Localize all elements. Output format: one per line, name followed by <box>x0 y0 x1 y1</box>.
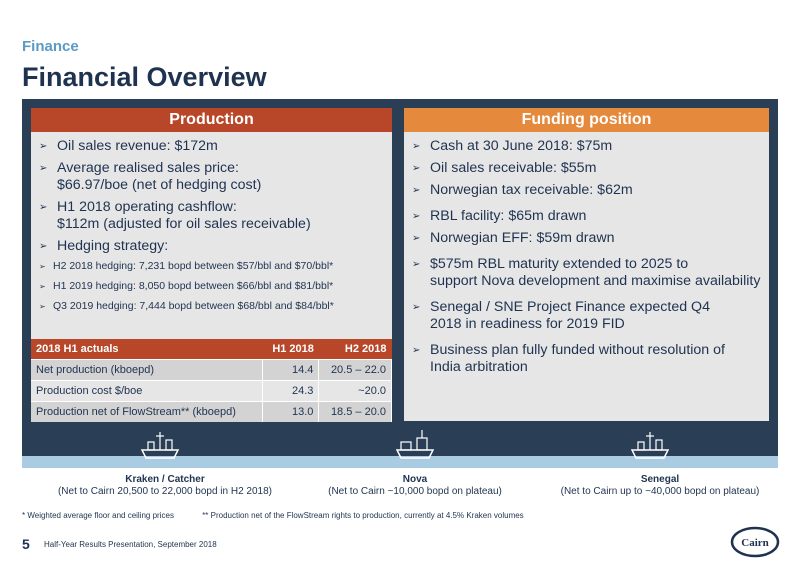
production-bullet: Average realised sales price:$66.97/boe … <box>39 160 384 194</box>
table-cell: 20.5 – 22.0 <box>318 358 392 380</box>
table-row: Production cost $/boe 24.3 ~20.0 <box>31 379 392 401</box>
footnote: * Weighted average floor and ceiling pri… <box>22 511 174 520</box>
table-row: Production net of FlowStream** (kboepd) … <box>31 400 392 422</box>
table-header: H1 2018 <box>262 339 319 359</box>
main-frame: Production Oil sales revenue: $172m Aver… <box>22 99 778 435</box>
production-bullet: Hedging strategy: <box>39 238 384 255</box>
hedging-item: H2 2018 hedging: 7,231 bopd between $57/… <box>39 260 384 273</box>
table-cell: 14.4 <box>262 358 320 380</box>
production-panel: Production Oil sales revenue: $172m Aver… <box>31 108 392 422</box>
funding-bullet: Senegal / SNE Project Finance expected Q… <box>412 299 761 333</box>
funding-bullet: Oil sales receivable: $55m <box>412 160 761 177</box>
svg-text:Cairn: Cairn <box>741 537 769 549</box>
production-bullet: Oil sales revenue: $172m <box>39 138 384 155</box>
location-detail: (Net to Cairn up to ~40,000 bopd on plat… <box>560 486 760 497</box>
table-cell: 13.0 <box>262 400 320 422</box>
funding-bullet: RBL facility: $65m drawn <box>412 208 761 225</box>
location-kraken: Kraken / Catcher (Net to Cairn 20,500 to… <box>40 474 290 498</box>
location-detail: (Net to Cairn 20,500 to 22,000 bopd in H… <box>57 486 273 497</box>
funding-bullet: $575m RBL maturity extended to 2025 tosu… <box>412 256 761 290</box>
production-bullets: Oil sales revenue: $172m Average realise… <box>31 132 392 313</box>
section-label: Finance <box>22 38 79 55</box>
location-name: Kraken / Catcher <box>125 474 205 485</box>
table-header: 2018 H1 actuals <box>31 339 263 359</box>
actuals-table: 2018 H1 actuals H1 2018 H2 2018 Net prod… <box>31 339 392 422</box>
location-senegal: Senegal (Net to Cairn up to ~40,000 bopd… <box>540 474 780 498</box>
table-row: Net production (kboepd) 14.4 20.5 – 22.0 <box>31 358 392 380</box>
production-bullet: H1 2018 operating cashflow:$112m (adjust… <box>39 199 384 233</box>
location-name: Nova <box>402 474 428 485</box>
location-name: Senegal <box>640 474 680 485</box>
hedging-item: H1 2019 hedging: 8,050 bopd between $66/… <box>39 280 384 293</box>
table-cell: 18.5 – 20.0 <box>318 400 392 422</box>
sea-band-top <box>22 435 778 456</box>
funding-bullet: Cash at 30 June 2018: $75m <box>412 138 761 155</box>
page-title: Financial Overview <box>22 62 267 92</box>
table-cell: 24.3 <box>262 379 320 401</box>
sea-band <box>22 456 778 468</box>
production-header: Production <box>31 108 392 132</box>
funding-panel: Funding position Cash at 30 June 2018: $… <box>404 108 769 421</box>
location-detail: (Net to Cairn ~10,000 bopd on plateau) <box>328 486 502 497</box>
platform-ship-icon <box>395 430 435 459</box>
funding-bullet: Norwegian tax receivable: $62m <box>412 182 761 199</box>
footer-text: Half-Year Results Presentation, Septembe… <box>44 540 217 549</box>
page-number: 5 <box>22 536 30 552</box>
funding-bullet: Norwegian EFF: $59m drawn <box>412 230 761 247</box>
fpso-ship-icon <box>630 432 670 459</box>
location-nova: Nova (Net to Cairn ~10,000 bopd on plate… <box>300 474 530 498</box>
table-cell: Production net of FlowStream** (kboepd) <box>31 400 263 422</box>
fpso-ship-icon <box>140 432 180 459</box>
funding-bullets: Cash at 30 June 2018: $75m Oil sales rec… <box>404 132 769 376</box>
funding-bullet: Business plan fully funded without resol… <box>412 342 761 376</box>
footnotes: * Weighted average floor and ceiling pri… <box>22 511 550 520</box>
table-cell: Net production (kboepd) <box>31 358 263 380</box>
cairn-logo: Cairn <box>730 526 780 558</box>
funding-header: Funding position <box>404 108 769 132</box>
hedging-item: Q3 2019 hedging: 7,444 bopd between $68/… <box>39 300 384 313</box>
table-header: H2 2018 <box>318 339 392 359</box>
table-cell: Production cost $/boe <box>31 379 263 401</box>
footnote: ** Production net of the FlowStream righ… <box>202 511 524 520</box>
table-cell: ~20.0 <box>318 379 392 401</box>
